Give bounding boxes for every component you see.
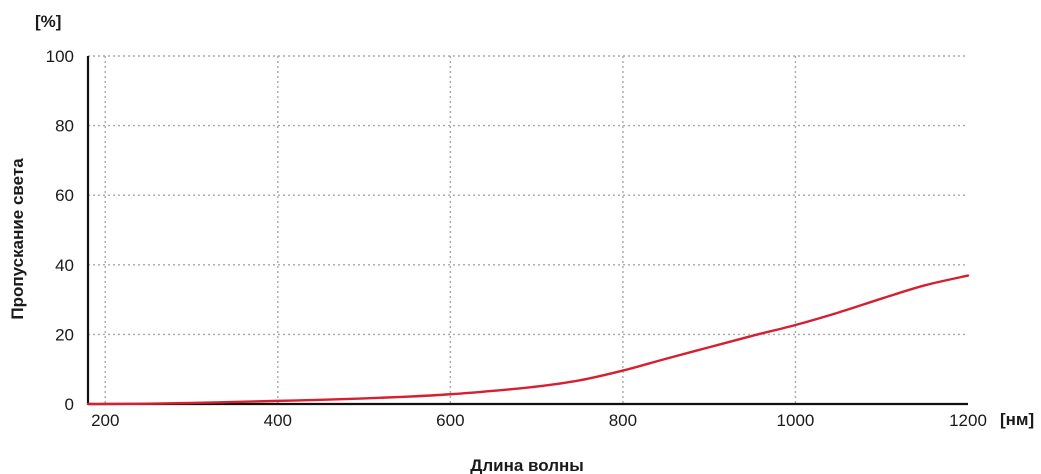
- series-line-transmission: [86, 274, 970, 406]
- x-tick-label-600: 600: [436, 411, 464, 430]
- x-tick-label-200: 200: [91, 411, 119, 430]
- y-tick-label-80: 80: [55, 117, 74, 136]
- grid: [88, 55, 968, 404]
- x-tick-label-800: 800: [609, 411, 637, 430]
- y-tick-label-20: 20: [55, 325, 74, 344]
- y-tick-label-40: 40: [55, 256, 74, 275]
- x-unit-label: [нм]: [1000, 410, 1034, 429]
- y-tick-label-0: 0: [65, 395, 74, 414]
- y-unit-label: [%]: [35, 12, 61, 31]
- y-axis-title: Пропускание света: [8, 158, 27, 320]
- y-tick-labels: 0 20 40 60 80 100: [46, 47, 74, 414]
- x-tick-labels: 200 400 600 800 1000 1200: [91, 411, 987, 430]
- x-tick-label-1200: 1200: [949, 411, 987, 430]
- y-tick-label-100: 100: [46, 47, 74, 66]
- x-tick-label-400: 400: [264, 411, 292, 430]
- x-axis-title: Длина волны: [470, 456, 584, 474]
- x-tick-label-1000: 1000: [777, 411, 815, 430]
- y-tick-label-60: 60: [55, 186, 74, 205]
